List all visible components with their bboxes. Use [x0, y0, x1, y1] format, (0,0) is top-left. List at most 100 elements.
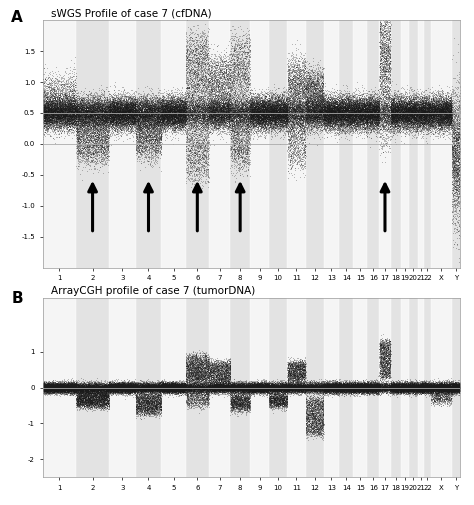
Point [294, 388, 301, 396]
Point [283, 381, 291, 389]
Point [100, 110, 108, 118]
Point [90, 112, 97, 120]
Point [264, 383, 271, 391]
Point [202, 86, 210, 94]
Point [390, 385, 397, 393]
Point [355, 384, 362, 392]
Point [146, 387, 153, 395]
Point [146, 394, 153, 402]
Point [123, 382, 130, 390]
Point [399, 110, 407, 118]
Point [169, 118, 176, 126]
Point [218, 73, 225, 81]
Point [67, 103, 75, 111]
Point [74, 102, 82, 110]
Point [357, 385, 365, 393]
Point [274, 387, 282, 395]
Point [78, 382, 85, 390]
Point [423, 384, 430, 392]
Point [183, 356, 191, 364]
Point [387, 127, 394, 135]
Point [44, 384, 51, 392]
Point [94, 110, 101, 118]
Point [270, 97, 277, 106]
Point [189, 359, 197, 367]
Point [396, 112, 403, 120]
Point [447, 105, 455, 113]
Point [450, 384, 457, 392]
Point [407, 381, 415, 389]
Point [206, 107, 213, 115]
Point [404, 104, 411, 112]
Point [349, 109, 357, 117]
Point [153, 136, 161, 144]
Point [92, 106, 100, 114]
Point [69, 99, 76, 107]
Point [76, 132, 83, 140]
Point [101, 107, 109, 115]
Point [227, 397, 235, 405]
Point [444, 112, 451, 120]
Point [365, 383, 373, 391]
Point [321, 114, 328, 122]
Point [347, 98, 355, 107]
Point [154, 121, 162, 129]
Point [179, 381, 186, 389]
Point [216, 362, 223, 370]
Point [131, 381, 139, 389]
Point [374, 115, 381, 123]
Point [208, 125, 215, 133]
Point [315, 420, 323, 428]
Point [67, 119, 74, 127]
Point [121, 385, 128, 393]
Point [349, 384, 356, 392]
Point [227, 109, 235, 117]
Point [273, 384, 281, 392]
Point [261, 382, 268, 390]
Point [44, 381, 52, 389]
Point [389, 111, 396, 119]
Point [350, 106, 358, 114]
Point [224, 381, 232, 389]
Point [172, 383, 180, 391]
Point [100, 133, 107, 141]
Point [255, 384, 263, 392]
Point [191, 50, 198, 59]
Point [43, 382, 50, 390]
Point [212, 379, 219, 387]
Point [165, 104, 173, 112]
Point [421, 385, 429, 393]
Point [350, 100, 358, 108]
Point [274, 395, 282, 403]
Point [128, 113, 135, 121]
Point [390, 379, 397, 387]
Point [394, 384, 401, 392]
Point [312, 103, 319, 111]
Point [342, 388, 349, 396]
Point [336, 383, 344, 391]
Point [249, 110, 257, 118]
Point [328, 113, 336, 121]
Point [222, 117, 230, 125]
Point [181, 387, 188, 395]
Point [300, 88, 308, 96]
Point [213, 382, 221, 390]
Point [340, 115, 348, 123]
Point [232, 385, 239, 393]
Point [102, 117, 110, 125]
Point [63, 110, 70, 118]
Point [334, 105, 342, 113]
Point [147, 136, 155, 144]
Point [90, 119, 98, 127]
Point [92, 104, 100, 112]
Point [73, 400, 81, 408]
Point [112, 387, 119, 395]
Point [429, 108, 437, 116]
Point [370, 381, 378, 389]
Point [302, 116, 310, 124]
Point [46, 113, 54, 121]
Point [288, 133, 296, 141]
Point [233, 107, 240, 115]
Point [401, 110, 408, 118]
Point [75, 128, 82, 136]
